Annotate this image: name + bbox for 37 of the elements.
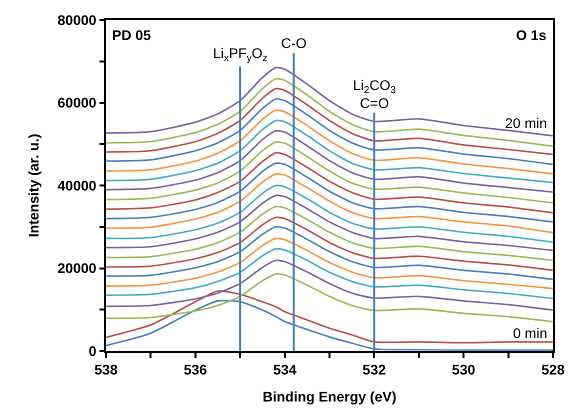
line-series (106, 78, 553, 147)
line-series (106, 66, 553, 137)
line-series (106, 273, 553, 322)
x-tick-label: 538 (94, 362, 118, 378)
line-series (106, 238, 553, 290)
line-series (106, 141, 553, 204)
ref-line-label: Li$_{x}$PF$_{y}$O$_{z}$ (213, 45, 268, 64)
line-series (106, 109, 553, 175)
line-series (106, 173, 553, 234)
line-series (106, 130, 553, 193)
y-tick-label: 40000 (58, 177, 97, 194)
x-tick-label: 528 (541, 362, 565, 378)
line-series (106, 248, 553, 300)
line-series (106, 194, 553, 252)
annotation: PD 05 (112, 27, 152, 43)
line-series (106, 260, 553, 311)
line-series (106, 290, 553, 344)
ref-line-label: C-O (281, 35, 307, 51)
line-series (106, 216, 553, 272)
line-series (106, 206, 553, 262)
line-series (106, 184, 553, 243)
x-axis-title: Binding Energy (eV) (262, 388, 396, 404)
y-tick-label: 80000 (58, 12, 97, 28)
annotation: 20 min (505, 115, 548, 131)
x-tick-label: 534 (273, 362, 297, 378)
x-tick-label: 530 (452, 362, 476, 378)
y-tick-label: 20000 (58, 260, 97, 276)
line-series (106, 120, 553, 184)
line-series (106, 152, 553, 214)
annotation: 0 min (513, 325, 548, 341)
x-tick-label: 532 (362, 362, 386, 378)
y-tick-label: 60000 (58, 94, 97, 111)
x-tick-label: 536 (184, 362, 208, 378)
y-axis-title: Intensity (ar. u.) (26, 134, 42, 238)
annotation: O 1s (516, 27, 547, 43)
y-tick-label: 0 (88, 342, 97, 359)
ref-line-label: Li$_{2}$CO$_{3}$ C=O (353, 77, 396, 112)
